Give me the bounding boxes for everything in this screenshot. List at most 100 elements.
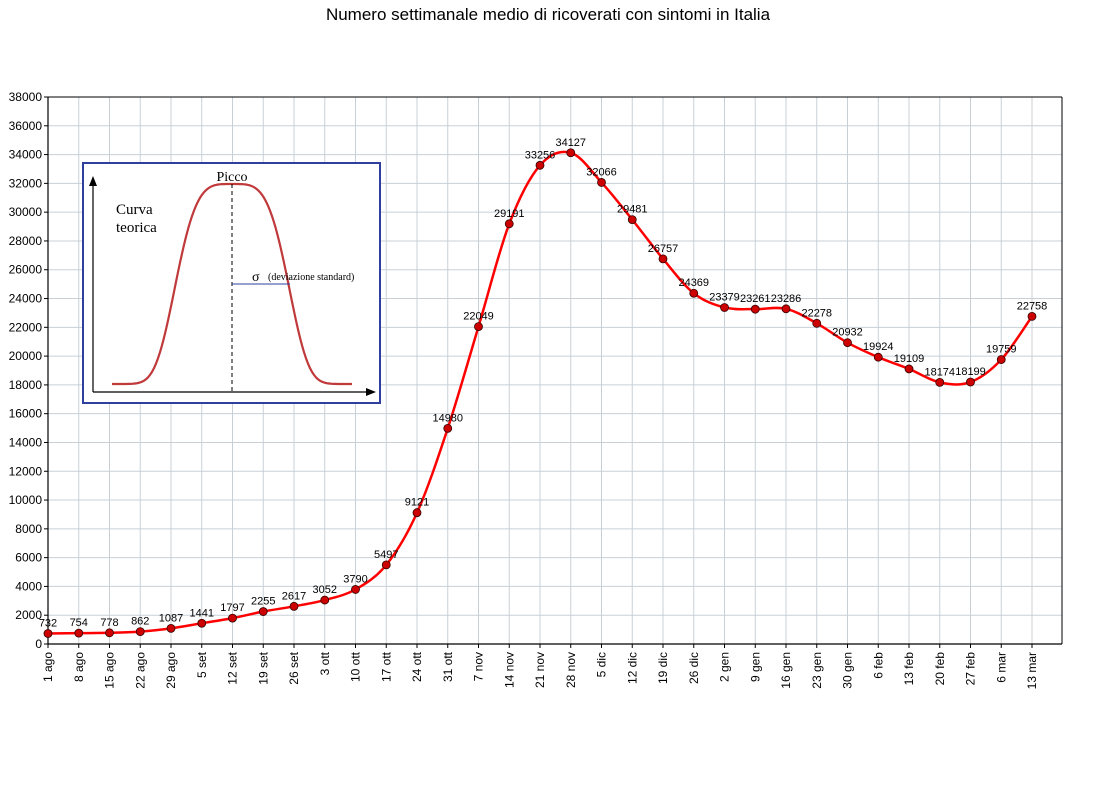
x-tick-label: 14 nov (502, 652, 516, 688)
x-tick-label: 1 ago (41, 652, 55, 682)
data-point (689, 288, 699, 298)
data-point (966, 377, 975, 387)
inset-curve-label-line2: teorica (116, 220, 157, 236)
x-tick-label: 7 nov (472, 652, 486, 681)
data-point (504, 219, 514, 229)
x-tick-label: 24 ott (410, 651, 424, 682)
data-label: 14980 (432, 412, 463, 424)
data-point (627, 215, 637, 225)
data-point (904, 364, 914, 374)
data-point (474, 322, 483, 332)
x-tick-label: 27 feb (964, 652, 978, 686)
x-tick-label: 3 ott (318, 651, 332, 675)
data-label: 23261 (740, 293, 771, 305)
data-point (597, 178, 606, 187)
data-point (535, 160, 545, 170)
y-tick-label: 28000 (9, 234, 43, 248)
data-label: 1087 (159, 612, 183, 624)
y-tick-label: 38000 (9, 90, 43, 104)
data-label: 20932 (832, 327, 863, 339)
y-tick-label: 6000 (15, 551, 42, 565)
x-tick-label: 5 dic (595, 652, 609, 677)
x-tick-label: 17 ott (379, 651, 393, 682)
data-point (74, 628, 84, 638)
data-points (43, 148, 1037, 638)
data-labels: 732 754 778 862 1087 1441 1797 2255 2617 3052 3790… (39, 137, 1047, 630)
y-tick-label: 8000 (15, 522, 42, 536)
data-label: 22758 (1017, 300, 1048, 312)
data-point (873, 352, 883, 362)
data-label: 18199 (955, 366, 986, 378)
x-tick-label: 2 gen (718, 652, 732, 682)
x-tick-label: 23 gen (810, 652, 824, 689)
data-point (351, 585, 360, 594)
data-label: 732 (39, 617, 57, 629)
inset-curve-label-line1: Curva (116, 202, 153, 218)
data-point (1027, 312, 1037, 321)
y-tick-label: 12000 (9, 464, 43, 478)
y-tick-label: 10000 (9, 493, 43, 507)
x-tick-label: 9 gen (748, 652, 762, 682)
x-tick-label: 6 feb (871, 652, 885, 679)
data-point (320, 595, 330, 605)
y-tick-label: 26000 (9, 263, 43, 277)
y-tick-label: 36000 (9, 119, 43, 133)
data-label: 24369 (678, 277, 709, 289)
y-tick-label: 18000 (9, 378, 43, 392)
inset-theoretical-curve: Picco Curva teorica σ (deviazione standa… (82, 162, 381, 404)
data-point (197, 618, 207, 628)
data-label: 3052 (313, 584, 337, 596)
data-point (750, 304, 760, 314)
data-point (443, 423, 453, 433)
data-label: 19109 (894, 353, 925, 365)
data-label: 2255 (251, 596, 275, 608)
y-tick-label: 32000 (9, 176, 43, 190)
y-tick-label: 30000 (9, 205, 43, 219)
x-tick-label: 19 dic (656, 652, 670, 684)
x-tick-label: 19 set (256, 651, 270, 684)
data-label: 22049 (463, 311, 494, 323)
inset-sigma-symbol: σ (252, 270, 260, 285)
data-point (289, 601, 299, 611)
x-tick-label: 21 nov (533, 652, 547, 688)
data-label: 18174 (924, 366, 955, 378)
data-point (258, 607, 268, 616)
x-tick-label: 5 set (195, 651, 209, 678)
x-tick-label: 29 ago (164, 652, 178, 689)
data-point (781, 304, 791, 314)
data-label: 9121 (405, 497, 429, 509)
x-tick-label: 15 ago (103, 652, 117, 689)
data-label: 754 (70, 617, 88, 629)
data-label: 5497 (374, 549, 398, 561)
data-point (105, 628, 114, 638)
x-tick-label: 12 dic (625, 652, 639, 684)
data-point (720, 303, 729, 312)
data-label: 862 (131, 616, 149, 628)
y-tick-label: 2000 (15, 608, 42, 622)
x-tick-label: 13 feb (902, 652, 916, 686)
x-tick-label: 26 set (287, 651, 301, 684)
data-label: 26757 (648, 243, 679, 255)
axes (47, 96, 1063, 645)
y-tick-label: 14000 (9, 435, 43, 449)
x-tick-label: 28 nov (564, 652, 578, 688)
y-tick-label: 4000 (15, 579, 42, 593)
y-tick-label: 22000 (9, 320, 43, 334)
data-point (43, 629, 53, 638)
data-label: 32066 (586, 166, 617, 178)
y-tick-label: 34000 (9, 148, 43, 162)
data-label: 1797 (220, 602, 244, 614)
data-label: 22278 (801, 307, 832, 319)
data-label: 19924 (863, 341, 894, 353)
chart-title: Numero settimanale medio di ricoverati c… (326, 5, 771, 24)
data-point (658, 254, 668, 264)
inset-x-arrow-icon (366, 388, 376, 396)
series-line (47, 150, 1034, 635)
data-label: 29191 (494, 208, 525, 220)
y-tick-label: 16000 (9, 407, 43, 421)
data-point (566, 148, 576, 158)
data-label: 29481 (617, 204, 648, 216)
x-tick-label: 12 set (226, 651, 240, 684)
data-label: 23286 (771, 293, 802, 305)
